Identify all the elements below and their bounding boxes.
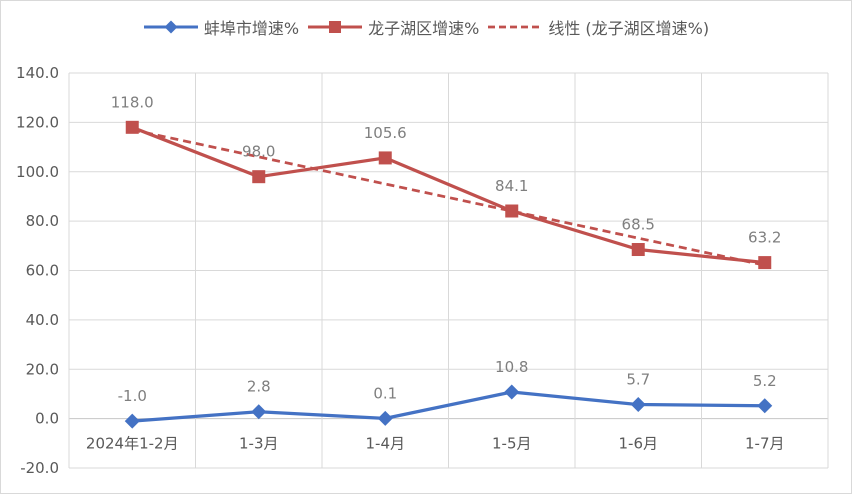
data-label: 5.2 [753,372,777,390]
series-line-1 [130,125,767,265]
x-axis-tick-label: 1-7月 [745,434,785,452]
marker-diamond-icon [251,404,267,420]
x-axis-tick-label: 2024年1-2月 [86,434,179,452]
legend-item-bengbu: 蚌埠市增速% [143,15,299,39]
data-label: 84.1 [495,177,528,195]
series-line-0 [130,390,767,423]
y-axis-tick-label: 0.0 [35,410,59,428]
marker-diamond-icon [504,384,520,400]
x-axis-tick-label: 1-4月 [366,434,406,452]
x-axis-tick-label: 1-5月 [492,434,532,452]
data-label: 10.8 [495,358,528,376]
data-label: 2.8 [247,378,271,396]
data-label: 5.7 [626,371,650,389]
marker-square-icon [631,243,645,257]
legend-square-glyph [329,21,342,33]
x-axis-tick-label: 1-6月 [619,434,659,452]
legend-marker-line-diamond-icon [143,19,199,35]
legend-marker-line-square-icon [307,19,363,35]
y-axis-tick-label: 80.0 [26,212,59,230]
marker-square-icon [758,256,772,270]
legend-label-longzihu: 龙子湖区增速% [368,19,480,38]
legend-diamond-glyph [164,20,178,34]
trendline-dashed [131,128,766,267]
data-label: 63.2 [748,229,781,247]
y-axis-tick-label: 60.0 [26,262,59,280]
marker-square-icon [125,120,139,134]
data-label: 118.0 [111,93,154,111]
y-axis-tick-label: 120.0 [16,113,59,131]
marker-square-icon [505,204,519,218]
data-label: 105.6 [364,124,407,142]
data-label: 98.0 [242,143,275,161]
legend-item-longzihu: 龙子湖区增速% [307,15,479,39]
chart-legend: 蚌埠市增速% 龙子湖区增速% 线性 (龙子湖区增速%) [1,15,851,39]
marker-diamond-icon [757,398,773,414]
y-axis-tick-label: 100.0 [16,163,59,181]
y-axis-tick-label: 140.0 [16,64,59,82]
y-axis-tick-label: 20.0 [26,360,59,378]
marker-diamond-icon [630,397,646,413]
x-axis-tick-label: 1-3月 [239,434,279,452]
legend-item-trendline: 线性 (龙子湖区增速%) [487,15,709,39]
data-label: 0.1 [373,384,397,402]
marker-diamond-icon [377,410,393,426]
data-label: 68.5 [622,216,655,234]
legend-label-bengbu: 蚌埠市增速% [203,19,300,38]
data-label: -1.0 [118,387,147,405]
legend-label-trendline: 线性 (龙子湖区增速%) [548,19,710,38]
marker-diamond-icon [124,413,140,429]
marker-square-icon [252,170,266,184]
y-axis-tick-label: 40.0 [26,311,59,329]
y-axis-tick-label: -20.0 [20,459,59,477]
legend-marker-dashed-line-icon [487,19,543,35]
marker-square-icon [378,151,392,165]
